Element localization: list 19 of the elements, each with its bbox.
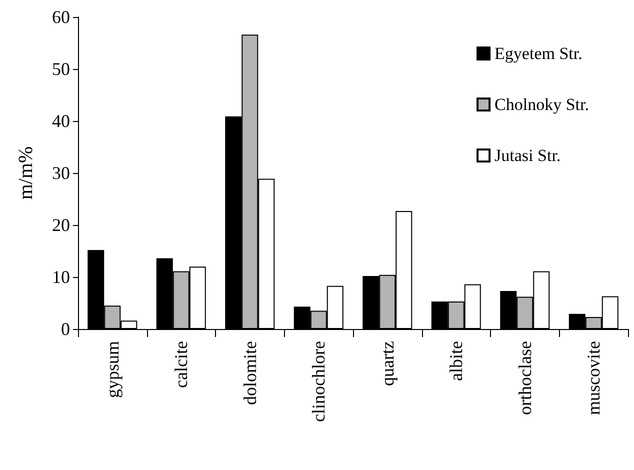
x-tick-label: albite [446, 340, 466, 381]
x-tick-label: quartz [377, 341, 398, 386]
y-axis-title: m/m% [15, 146, 37, 200]
legend-label: Jutasi Str. [494, 146, 561, 165]
legend-label: Cholnoky Str. [494, 95, 590, 114]
y-tick-label: 10 [52, 267, 70, 287]
x-tick-label: calcite [171, 341, 192, 388]
y-tick-label: 30 [52, 163, 70, 183]
y-tick-label: 0 [61, 319, 70, 339]
legend-label: Egyetem Str. [494, 44, 582, 63]
x-tick-label: muscovite [584, 341, 604, 415]
x-tick-label: gypsum [102, 341, 122, 398]
y-tick-label: 40 [52, 111, 70, 131]
x-tick-label: dolomite [240, 340, 260, 405]
x-tick-label: clinochlore [308, 340, 329, 422]
x-tick-label: orthoclase [514, 340, 535, 415]
y-tick-label: 50 [52, 59, 70, 79]
y-tick-label: 60 [52, 7, 70, 27]
y-tick-label: 20 [52, 215, 70, 235]
